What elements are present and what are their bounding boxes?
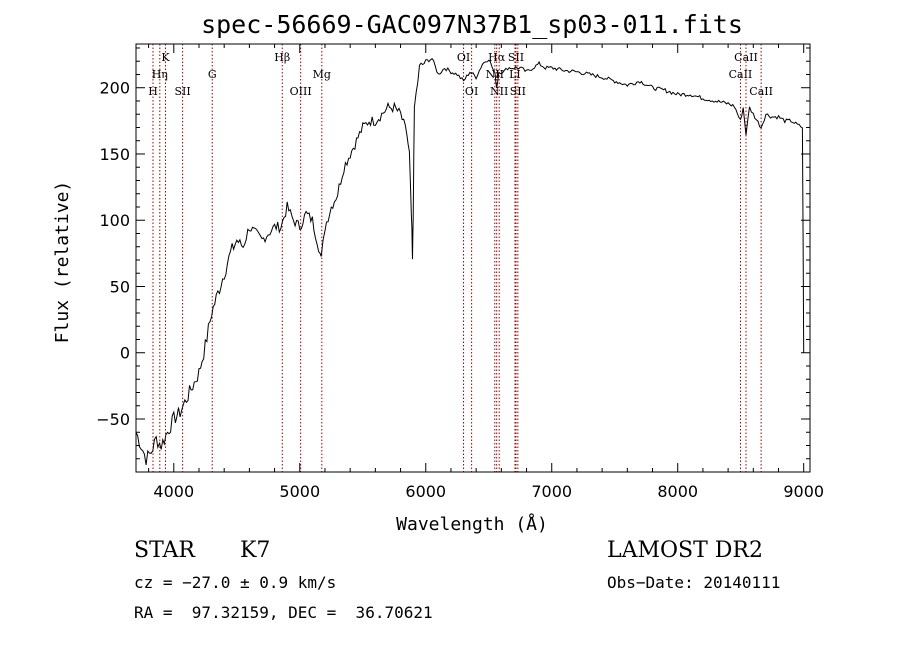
line-marker-label: Hη xyxy=(152,68,168,81)
x-axis-label: Wavelength (Å) xyxy=(396,513,548,535)
spectrum-line xyxy=(135,58,805,465)
y-tick-label: 0 xyxy=(120,344,130,363)
y-tick-label: 200 xyxy=(99,79,130,98)
observation-date: Obs−Date: 20140111 xyxy=(607,573,781,592)
survey-name: LAMOST DR2 xyxy=(607,538,763,563)
redshift-readout: cz = −27.0 ± 0.9 km/s xyxy=(134,573,337,592)
line-marker-label: OI xyxy=(457,51,470,64)
spectral-subclass: K7 xyxy=(240,538,271,563)
line-marker-label: OIII xyxy=(290,85,312,98)
line-marker-label: Hα xyxy=(488,51,506,64)
line-marker-label: CaII xyxy=(729,68,753,81)
line-marker-label: OI xyxy=(465,85,478,98)
x-tick-label: 7000 xyxy=(531,482,572,501)
x-tick-label: 6000 xyxy=(405,482,446,501)
x-tick-label: 5000 xyxy=(279,482,320,501)
y-axis-label: Flux (relative) xyxy=(52,181,73,344)
y-tick-label: 50 xyxy=(110,277,130,296)
axis-ticks: 4000 5000 6000 7000 8000 9000 −50 0 50 100 150 200 xyxy=(96,44,824,501)
coordinates-readout: RA = 97.32159, DEC = 36.70621 xyxy=(134,603,433,622)
emission-line-markers: HHηKSIIGHβOIIIMgOIOIHαNIINIISIILISIICaII… xyxy=(148,44,773,472)
y-tick-label: −50 xyxy=(96,410,130,429)
line-marker-label: LI xyxy=(509,68,521,81)
plot-frame xyxy=(135,43,811,473)
line-marker-label: NII xyxy=(490,85,508,98)
spectral-class: STAR xyxy=(134,538,195,563)
x-tick-label: 9000 xyxy=(783,482,824,501)
line-marker-label: SII xyxy=(174,85,190,98)
line-marker-label: H xyxy=(148,85,158,98)
chart-title: spec-56669-GAC097N37B1_sp03-011.fits xyxy=(201,10,743,39)
line-marker-label: CaII xyxy=(734,51,758,64)
x-tick-label: 4000 xyxy=(153,482,194,501)
line-marker-label: Hβ xyxy=(274,51,290,64)
line-marker-label: SII xyxy=(510,85,526,98)
y-tick-label: 100 xyxy=(99,211,130,230)
line-marker-label: CaII xyxy=(749,85,773,98)
line-marker-label: K xyxy=(161,51,170,64)
line-marker-label: G xyxy=(208,68,217,81)
y-tick-label: 150 xyxy=(99,145,130,164)
line-marker-label: SII xyxy=(508,51,524,64)
line-marker-label: Mg xyxy=(313,68,331,81)
x-tick-label: 8000 xyxy=(657,482,698,501)
